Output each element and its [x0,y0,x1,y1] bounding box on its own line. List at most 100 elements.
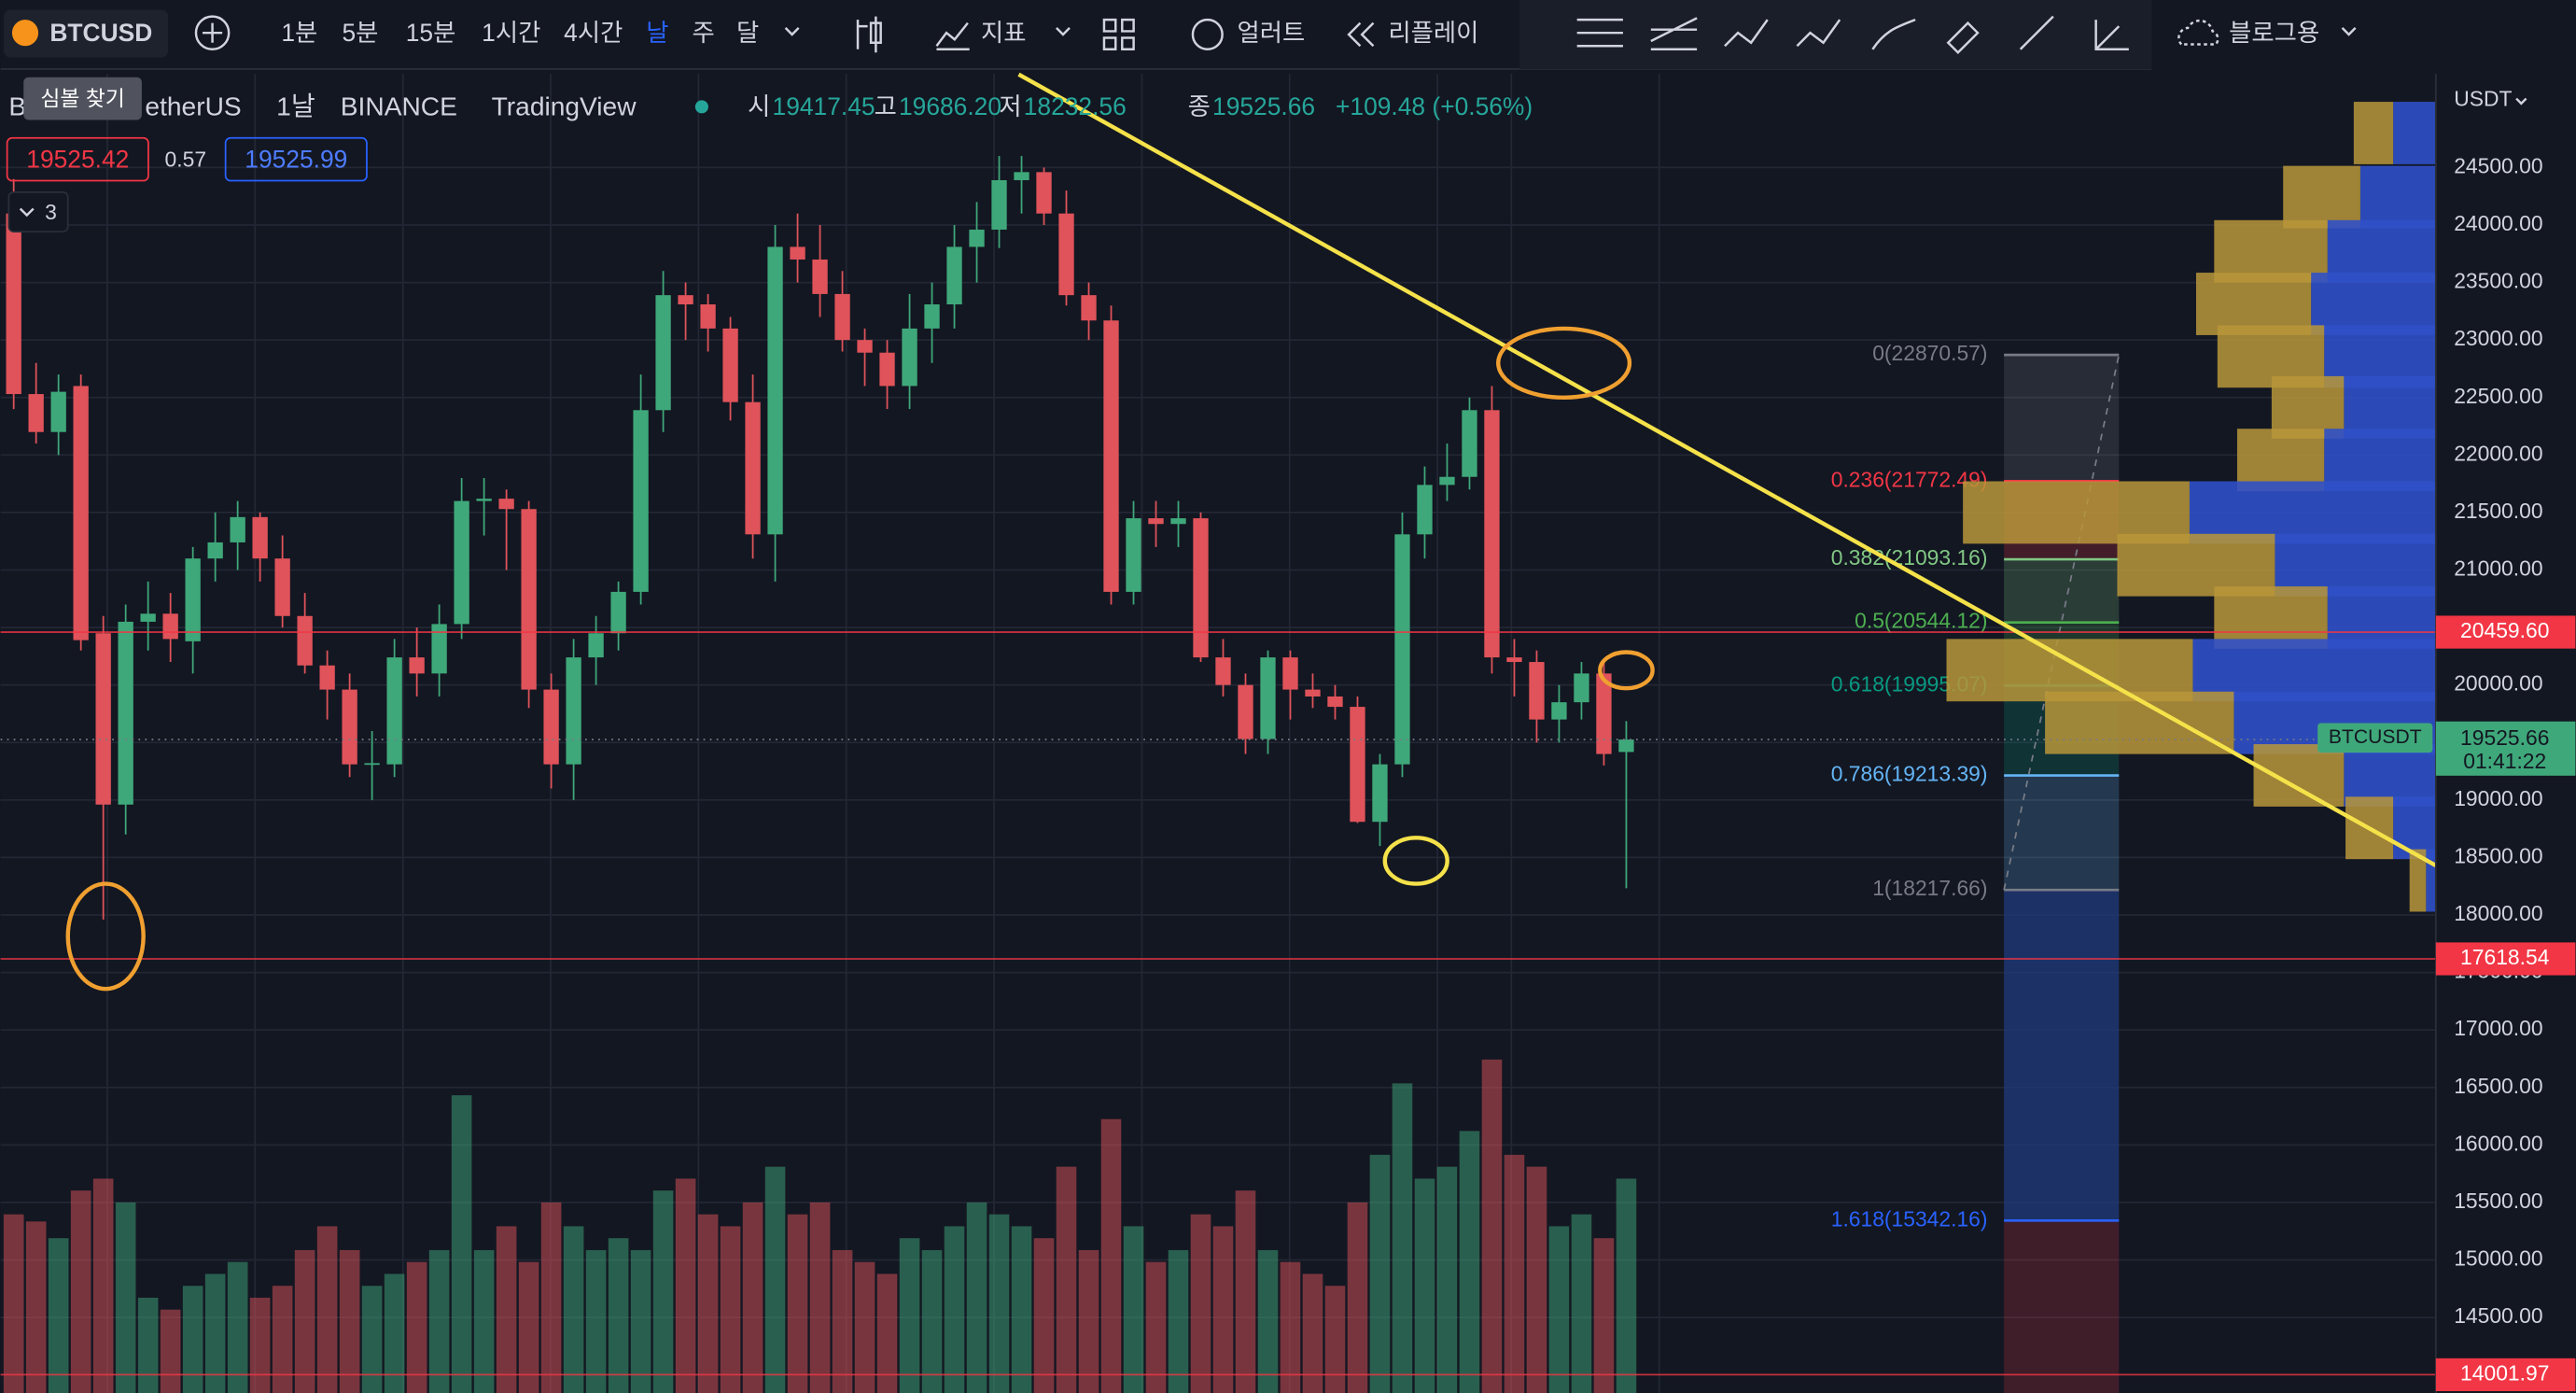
ohlc-value: 18232.56 [1024,92,1127,120]
tool[interactable] [1946,21,1980,55]
candle-body [185,558,201,641]
ask[interactable]: 19525.99 [245,145,347,173]
fib-label: 0.236(21772.49) [1831,467,1988,491]
candle-body [969,229,985,247]
candle-body [252,516,268,559]
bid-box[interactable] [6,136,149,182]
profile-down [2283,165,2360,229]
ohlc-label: 종 [1188,92,1211,120]
volume-bar [1548,1226,1570,1393]
volume-bar [1078,1249,1099,1393]
chevron[interactable] [784,27,800,36]
profile-up [2426,849,2436,912]
candle-body [1193,518,1209,658]
volume-bar [406,1261,427,1393]
chevron[interactable] [1056,27,1071,36]
interval[interactable]: 달 [736,19,759,47]
candle-body [767,246,783,535]
interval[interactable]: 15분 [406,19,456,47]
y-tick-label: 16500.00 [2454,1074,2542,1098]
profile-up [2189,481,2436,544]
candle-body [1058,213,1074,296]
candle-body [342,689,357,765]
volume-bar [473,1249,495,1393]
candle-body [588,633,604,658]
candle-body [812,259,828,294]
profile-down [2236,429,2325,492]
drawing-toolbar [1519,0,2152,69]
chevron[interactable] [2341,27,2357,36]
profile-up [2393,102,2436,164]
plus [203,22,223,43]
volume-bar [697,1214,719,1393]
tool[interactable] [1796,19,1841,48]
indicator-count: 3 [45,200,57,224]
alert[interactable]: 얼러트 [1237,19,1305,47]
interval[interactable]: 5분 [342,19,378,47]
fib-label: 0.382(21093.16) [1831,545,1988,570]
tool[interactable] [2019,15,2054,50]
candle-body [1014,172,1029,180]
profile-down [2214,219,2328,283]
candle-body [790,246,805,260]
candle-body [745,401,761,535]
volume-bar [1481,1059,1503,1393]
fib-band [2004,1220,2120,1393]
interval[interactable]: 주 [693,19,715,47]
indicators-toggle[interactable] [7,190,69,232]
volume-bar [339,1249,360,1393]
interval[interactable]: 1분 [281,19,317,47]
candle-body [1529,662,1545,720]
profile-up [2311,273,2436,335]
ask-box[interactable] [224,136,368,182]
y-tick-label: 18500.00 [2454,843,2542,867]
volume-bar [1212,1226,1234,1393]
tool[interactable] [2094,20,2129,51]
ohlc-label: 저 [999,92,1021,120]
candle-body [6,213,21,395]
indicators[interactable]: 지표 [981,19,1027,47]
cloud-icon [2177,19,2219,46]
fib-band [2004,775,2120,891]
layouts[interactable] [1102,18,1135,51]
ellipse [1496,326,1632,400]
candle-body [1506,657,1522,663]
candle-body [1372,764,1388,823]
replay[interactable]: 리플레이 [1388,19,1478,47]
tool[interactable] [1871,18,1916,50]
volume-bar [361,1286,383,1393]
candle-body [476,499,492,501]
symbol-end: etherUS [145,92,241,121]
bid[interactable]: 19525.42 [26,145,129,173]
add-symbol[interactable] [194,15,231,51]
price-axis-labels: 14500.00 15000.00 15500.00 16000.00 16500.00… [2435,153,2576,1392]
y-tick-label: 15000.00 [2454,1246,2542,1271]
layout-name[interactable]: 블로그용 [2229,19,2319,47]
volume-bar [48,1238,69,1393]
volume-bar [1168,1249,1189,1393]
symbol[interactable]: BTCUSD [49,19,152,47]
price-label-box [2435,1358,2576,1392]
volume-bar [137,1297,159,1393]
tool[interactable] [1724,19,1769,48]
interval[interactable]: 1시간 [482,19,540,47]
profile-down [2195,273,2312,335]
y-tick-label: 21000.00 [2454,556,2542,581]
tool[interactable] [1576,18,1623,48]
candle-body [991,179,1007,230]
drawing-tools [1576,15,2129,55]
tooltip-text: 심볼 찾기 [40,86,124,110]
volume-bar [1369,1154,1391,1393]
fib-label: 0.786(19213.39) [1831,762,1988,786]
chart-type[interactable] [856,16,882,53]
symbol-button[interactable] [4,9,169,58]
interval[interactable]: 날 [646,19,668,47]
volume-bar [608,1238,629,1393]
volume-bar [204,1273,226,1393]
interval[interactable]: 4시간 [564,19,623,47]
candle-body [655,295,671,411]
candle-body [140,613,156,622]
currency[interactable]: USDT [2454,86,2512,110]
candle-body [1439,476,1455,485]
tool[interactable] [1650,17,1698,51]
